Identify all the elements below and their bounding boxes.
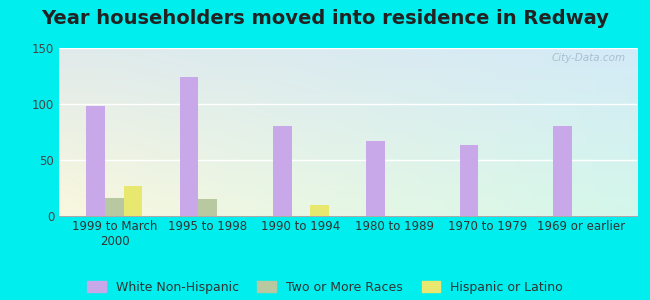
Bar bbox=[105, 198, 124, 216]
Bar bbox=[367, 141, 385, 216]
Bar bbox=[86, 106, 105, 216]
Legend: White Non-Hispanic, Two or More Races, Hispanic or Latino: White Non-Hispanic, Two or More Races, H… bbox=[87, 281, 563, 294]
Bar bbox=[273, 126, 292, 216]
Bar bbox=[460, 146, 478, 216]
Bar bbox=[124, 186, 142, 216]
Bar bbox=[180, 77, 198, 216]
Bar bbox=[553, 126, 572, 216]
Bar bbox=[311, 205, 329, 216]
Bar bbox=[198, 199, 217, 216]
Text: Year householders moved into residence in Redway: Year householders moved into residence i… bbox=[41, 9, 609, 28]
Text: City-Data.com: City-Data.com bbox=[551, 53, 625, 63]
